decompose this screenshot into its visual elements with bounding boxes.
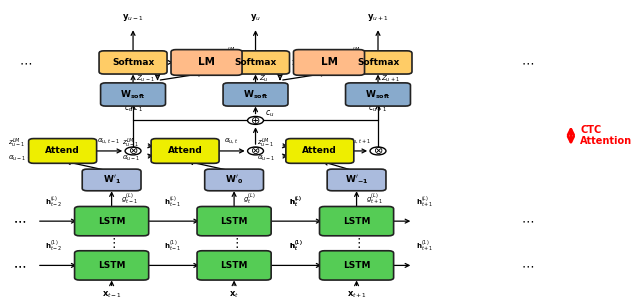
Text: LSTM: LSTM bbox=[98, 261, 125, 270]
Text: $g_{t+1}^{(L)}$: $g_{t+1}^{(L)}$ bbox=[365, 191, 383, 206]
Text: $c_{u-1}$: $c_{u-1}$ bbox=[124, 103, 143, 114]
Text: $z_{u-1}^{LM}$: $z_{u-1}^{LM}$ bbox=[122, 137, 140, 150]
Text: $Z_{u+1}$: $Z_{u+1}$ bbox=[381, 73, 400, 83]
Text: $\mathbf{W_{soft}}$: $\mathbf{W_{soft}}$ bbox=[365, 88, 391, 101]
FancyBboxPatch shape bbox=[151, 139, 219, 163]
Circle shape bbox=[125, 147, 141, 155]
Text: $\mathbf{y}_u$: $\mathbf{y}_u$ bbox=[250, 12, 261, 23]
Text: $\mathbf{h}_{t+1}^{(L)}$: $\mathbf{h}_{t+1}^{(L)}$ bbox=[416, 194, 434, 209]
Text: $\mathbf{W'_{-1}}$: $\mathbf{W'_{-1}}$ bbox=[345, 174, 368, 186]
Text: $\oplus$: $\oplus$ bbox=[250, 115, 260, 126]
Text: $\mathbf{W'_0}$: $\mathbf{W'_0}$ bbox=[225, 174, 243, 186]
Text: $\vdots$: $\vdots$ bbox=[352, 236, 361, 250]
Text: Attend: Attend bbox=[168, 146, 202, 156]
FancyBboxPatch shape bbox=[197, 251, 271, 280]
Text: LM: LM bbox=[198, 57, 215, 67]
Text: $\mathbf{h}_{t}^{(L)}$: $\mathbf{h}_{t}^{(L)}$ bbox=[289, 194, 302, 209]
Text: $\mathbf{h}_{t-1}^{(1)}$: $\mathbf{h}_{t-1}^{(1)}$ bbox=[164, 238, 182, 253]
Text: $\cdots$: $\cdots$ bbox=[19, 56, 33, 69]
Text: $\vdots$: $\vdots$ bbox=[230, 236, 239, 250]
Text: $\mathbf{W_{soft}}$: $\mathbf{W_{soft}}$ bbox=[120, 88, 146, 101]
Text: LSTM: LSTM bbox=[98, 217, 125, 226]
Text: $\otimes$: $\otimes$ bbox=[250, 145, 260, 156]
Text: $\cdots$: $\cdots$ bbox=[522, 56, 534, 69]
Text: $g_t^{(L)}$: $g_t^{(L)}$ bbox=[243, 191, 256, 206]
Text: $\cdots$: $\cdots$ bbox=[13, 259, 26, 272]
Text: $z_{u-2}^{LM}$: $z_{u-2}^{LM}$ bbox=[142, 56, 160, 69]
Text: $z_{u-1}^{LM}$: $z_{u-1}^{LM}$ bbox=[223, 46, 241, 59]
FancyBboxPatch shape bbox=[75, 206, 148, 236]
FancyBboxPatch shape bbox=[319, 251, 394, 280]
FancyBboxPatch shape bbox=[99, 51, 167, 74]
Text: Softmax: Softmax bbox=[234, 58, 276, 67]
Text: $\mathbf{y}_{u-1}$: $\mathbf{y}_{u-1}$ bbox=[122, 12, 144, 23]
Text: $Z_u$: $Z_u$ bbox=[259, 73, 268, 83]
FancyBboxPatch shape bbox=[294, 50, 365, 75]
Text: LSTM: LSTM bbox=[343, 261, 371, 270]
Text: LM: LM bbox=[321, 57, 337, 67]
Text: $z_{u-1}^{LM}$: $z_{u-1}^{LM}$ bbox=[271, 56, 288, 69]
Text: $c_u$: $c_u$ bbox=[265, 108, 274, 119]
Text: $\mathbf{h}_{t}^{(1)}$: $\mathbf{h}_{t}^{(1)}$ bbox=[289, 238, 302, 253]
Text: $\alpha_{u-1}$: $\alpha_{u-1}$ bbox=[8, 154, 26, 163]
Text: $\mathbf{x}_{t}$: $\mathbf{x}_{t}$ bbox=[229, 289, 239, 300]
FancyBboxPatch shape bbox=[344, 51, 412, 74]
Text: $\vdots$: $\vdots$ bbox=[107, 236, 116, 250]
FancyBboxPatch shape bbox=[75, 251, 148, 280]
Text: $g_{t-1}^{(L)}$: $g_{t-1}^{(L)}$ bbox=[121, 191, 138, 206]
Text: $\mathbf{x}_{t+1}$: $\mathbf{x}_{t+1}$ bbox=[346, 289, 367, 300]
Circle shape bbox=[248, 147, 264, 155]
FancyBboxPatch shape bbox=[29, 139, 97, 163]
FancyBboxPatch shape bbox=[223, 83, 288, 106]
FancyBboxPatch shape bbox=[100, 83, 166, 106]
Text: $\otimes$: $\otimes$ bbox=[128, 145, 138, 156]
FancyBboxPatch shape bbox=[171, 50, 242, 75]
Text: Attend: Attend bbox=[303, 146, 337, 156]
Text: $\mathbf{h}_{t-2}^{(1)}$: $\mathbf{h}_{t-2}^{(1)}$ bbox=[45, 238, 62, 253]
Text: $z_{u-1}^{LM}$: $z_{u-1}^{LM}$ bbox=[8, 137, 25, 150]
Circle shape bbox=[370, 147, 386, 155]
Text: $\alpha_{u,t-1}$: $\alpha_{u,t-1}$ bbox=[97, 136, 120, 145]
FancyBboxPatch shape bbox=[221, 51, 289, 74]
Circle shape bbox=[248, 116, 264, 124]
FancyBboxPatch shape bbox=[82, 169, 141, 191]
Text: $\mathbf{h}_{t+1}^{(1)}$: $\mathbf{h}_{t+1}^{(1)}$ bbox=[416, 238, 434, 253]
Text: $\alpha_{u,t}$: $\alpha_{u,t}$ bbox=[224, 136, 238, 145]
Text: $\cdots$: $\cdots$ bbox=[522, 259, 534, 272]
Text: $c_{u+1}$: $c_{u+1}$ bbox=[369, 103, 387, 114]
Text: $\mathbf{h}_{t-1}^{(L)}$: $\mathbf{h}_{t-1}^{(L)}$ bbox=[164, 194, 182, 209]
Text: LSTM: LSTM bbox=[220, 217, 248, 226]
FancyBboxPatch shape bbox=[319, 206, 394, 236]
Text: $\mathbf{h}_{t}^{(L)}$: $\mathbf{h}_{t}^{(L)}$ bbox=[289, 194, 302, 209]
Text: $\mathbf{h}_{t}^{(1)}$: $\mathbf{h}_{t}^{(1)}$ bbox=[289, 238, 302, 253]
Text: $Z_{u-1}$: $Z_{u-1}$ bbox=[136, 73, 155, 83]
Text: $\mathbf{y}_{u+1}$: $\mathbf{y}_{u+1}$ bbox=[367, 12, 388, 23]
Text: $\mathbf{W_{soft}}$: $\mathbf{W_{soft}}$ bbox=[243, 88, 268, 101]
Text: $\cdots$: $\cdots$ bbox=[13, 259, 26, 272]
Text: $z_{u-1}^{LM}$: $z_{u-1}^{LM}$ bbox=[257, 137, 275, 150]
FancyBboxPatch shape bbox=[205, 169, 264, 191]
FancyBboxPatch shape bbox=[197, 206, 271, 236]
Text: Attend: Attend bbox=[45, 146, 80, 156]
Text: $\cdots$: $\cdots$ bbox=[13, 215, 26, 228]
Text: LSTM: LSTM bbox=[343, 217, 371, 226]
FancyBboxPatch shape bbox=[286, 139, 354, 163]
Text: $\otimes$: $\otimes$ bbox=[373, 145, 383, 156]
Text: $\cdots$: $\cdots$ bbox=[522, 215, 534, 228]
FancyBboxPatch shape bbox=[327, 169, 386, 191]
Text: $\cdots$: $\cdots$ bbox=[13, 215, 26, 228]
FancyBboxPatch shape bbox=[346, 83, 410, 106]
Text: $\alpha_{u-1}$: $\alpha_{u-1}$ bbox=[122, 154, 141, 163]
Text: Softmax: Softmax bbox=[357, 58, 399, 67]
Text: $\alpha_{u-1}$: $\alpha_{u-1}$ bbox=[257, 154, 275, 163]
Text: $\alpha_{u,t+1}$: $\alpha_{u,t+1}$ bbox=[348, 136, 371, 145]
Text: $\mathbf{h}_{t-2}^{(L)}$: $\mathbf{h}_{t-2}^{(L)}$ bbox=[45, 194, 62, 209]
Text: $\mathbf{W'_1}$: $\mathbf{W'_1}$ bbox=[102, 174, 121, 186]
Text: LSTM: LSTM bbox=[220, 261, 248, 270]
Text: CTC
Attention: CTC Attention bbox=[580, 125, 632, 147]
Text: $z_u^{LM}$: $z_u^{LM}$ bbox=[348, 46, 361, 59]
Text: Softmax: Softmax bbox=[112, 58, 154, 67]
Text: $\mathbf{x}_{t-1}$: $\mathbf{x}_{t-1}$ bbox=[102, 289, 122, 300]
